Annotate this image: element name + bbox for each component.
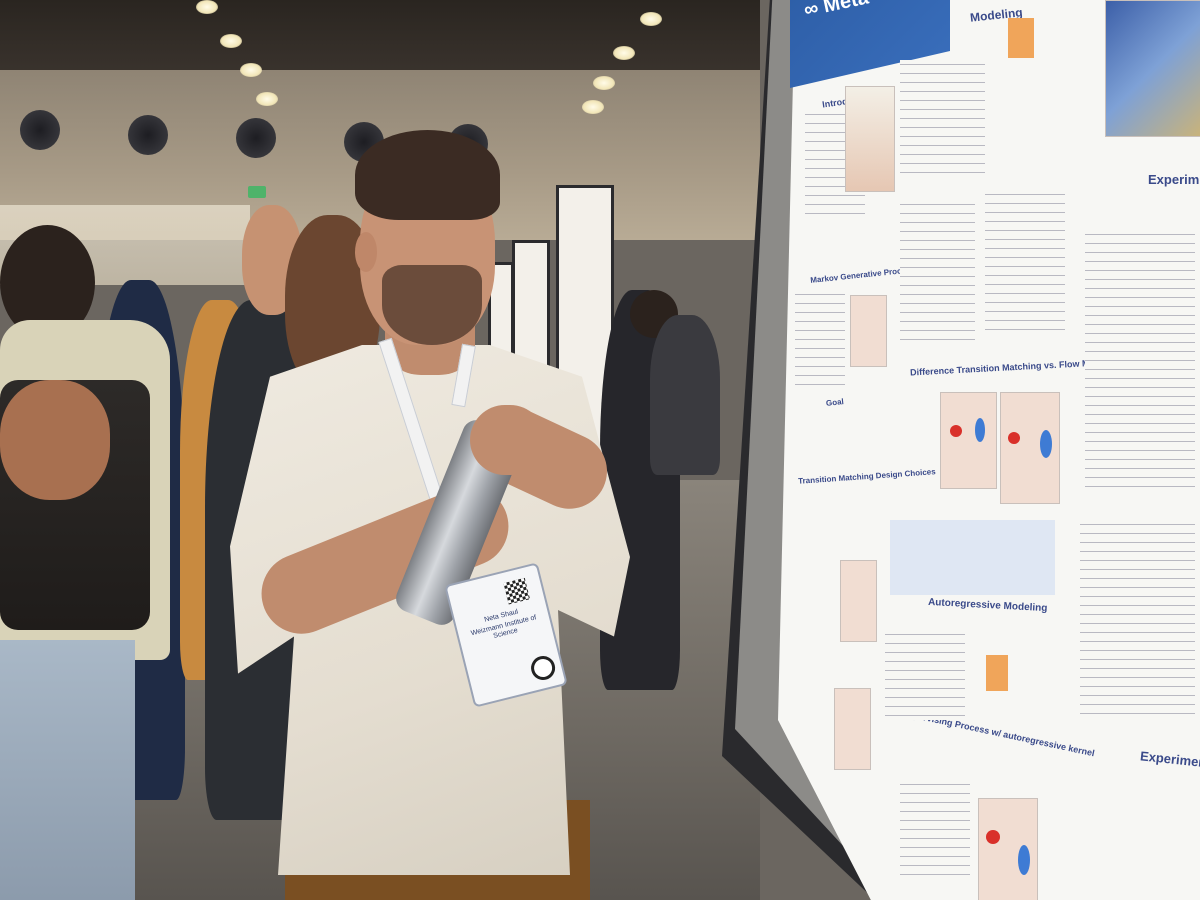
- poster-image-grid: [1105, 0, 1200, 137]
- exit-sign: [248, 186, 266, 198]
- poster-figure-density: [986, 830, 1000, 844]
- wall-speaker: [20, 110, 60, 150]
- poster-architecture-figure: [845, 86, 895, 192]
- poster-figure-density: [1018, 845, 1030, 875]
- ear: [355, 232, 377, 272]
- ceiling-light: [613, 46, 635, 60]
- attendee-jeans: [0, 640, 135, 900]
- poster-figure: [834, 688, 871, 770]
- poster-figure: [840, 560, 877, 642]
- poster-text-block: [900, 60, 985, 180]
- poster-text-block: [900, 200, 975, 340]
- wall-speaker: [128, 115, 168, 155]
- poster-section-title: Experim: [1148, 172, 1200, 187]
- poster-text-block: [1085, 230, 1195, 490]
- poster-text-block: [885, 630, 965, 720]
- gesturing-hand: [0, 380, 110, 500]
- ceiling-light: [240, 63, 262, 77]
- badge-qr-code: [503, 577, 531, 605]
- poster-diagram-block: [1008, 18, 1034, 58]
- poster-diagram-block: [986, 655, 1008, 691]
- poster-figure: [940, 392, 997, 489]
- wall-speaker: [236, 118, 276, 158]
- poster-text-block: [900, 780, 970, 880]
- poster-figure-density: [950, 425, 962, 437]
- poster-text-block: [795, 290, 845, 390]
- poster-text-block: [1080, 520, 1195, 720]
- poster-figure-density: [1040, 430, 1052, 458]
- panda-icon: [528, 653, 558, 683]
- poster-figure: [978, 798, 1038, 900]
- hair: [355, 130, 500, 220]
- beard: [382, 265, 482, 345]
- ceiling-light: [640, 12, 662, 26]
- poster-figure-density: [975, 418, 985, 442]
- hand-holding-bottle: [470, 405, 545, 475]
- poster-section-title: Goal: [825, 397, 845, 408]
- ceiling-light: [582, 100, 604, 114]
- ceiling-light: [256, 92, 278, 106]
- poster-figure-density: [1008, 432, 1020, 444]
- poster-figure: [850, 295, 887, 367]
- ceiling-light: [220, 34, 242, 48]
- poster-text-block: [985, 190, 1065, 330]
- attendee-background: [650, 315, 720, 475]
- ceiling-light: [593, 76, 615, 90]
- ceiling-light: [196, 0, 218, 14]
- poster-highlight-panel: [890, 520, 1055, 595]
